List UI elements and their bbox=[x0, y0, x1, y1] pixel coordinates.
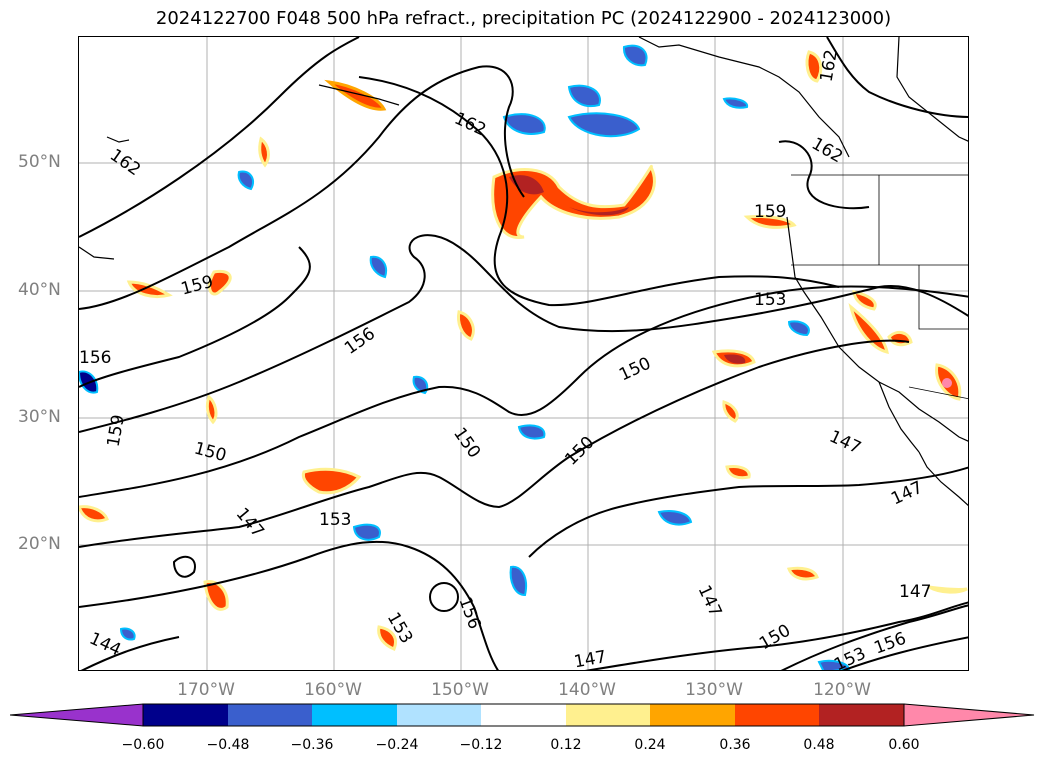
contour-label: 150 bbox=[192, 438, 229, 466]
lon-label-140w: 140°W bbox=[558, 680, 616, 700]
colorbar-tick-label: −0.12 bbox=[459, 737, 503, 753]
colorbar-segment bbox=[735, 704, 819, 726]
contour-label: 156 bbox=[79, 348, 111, 368]
contour-label: 150 bbox=[616, 354, 654, 386]
precip-cell bbox=[928, 585, 968, 594]
colorbar-tick-label: 0.36 bbox=[719, 737, 751, 753]
colorbar-tick-label: −0.60 bbox=[121, 737, 165, 753]
precip-cell bbox=[725, 465, 751, 480]
precip-neg-cell bbox=[352, 523, 381, 541]
contour-label: 159 bbox=[104, 413, 129, 448]
precip-cell bbox=[722, 400, 739, 423]
colorbar-tick-label: 0.48 bbox=[803, 737, 835, 753]
precip-cell bbox=[205, 394, 218, 425]
map-title: 2024122700 F048 500 hPa refract., precip… bbox=[155, 8, 892, 29]
map-canvas: 162 162 162 162 159 159 159 156 156 156 … bbox=[79, 37, 968, 671]
contour-label: 150 bbox=[449, 424, 484, 462]
colorbar-segment bbox=[228, 704, 312, 726]
colorbar-tick-label: 0.60 bbox=[888, 737, 920, 753]
colorbar-segment bbox=[650, 704, 735, 726]
precip-negative-shading bbox=[79, 44, 851, 670]
precip-cell bbox=[848, 302, 889, 354]
precip-neg-cell bbox=[369, 255, 387, 279]
colorbar-tick-label: 0.12 bbox=[550, 737, 582, 753]
contour-label: 159 bbox=[179, 272, 216, 300]
contour-label: 153 bbox=[754, 290, 786, 310]
contour-label: 147 bbox=[899, 582, 931, 602]
precip-cell bbox=[208, 269, 232, 296]
colorbar-segment bbox=[566, 704, 650, 726]
precip-neg-cell bbox=[567, 112, 641, 138]
precip-neg-cell bbox=[567, 84, 601, 107]
lat-label-30n: 30°N bbox=[18, 407, 61, 427]
contour-label: 147 bbox=[826, 427, 864, 459]
contour-label: 162 bbox=[106, 145, 144, 180]
contour-label: 162 bbox=[817, 48, 842, 83]
precip-cell bbox=[457, 310, 475, 341]
contour-label: 153 bbox=[319, 510, 351, 530]
precip-cell bbox=[258, 136, 270, 168]
precip-neg-cell bbox=[237, 170, 255, 191]
precip-cell bbox=[126, 280, 173, 298]
colorbar-tick-label: −0.48 bbox=[206, 737, 250, 753]
precip-neg-cell bbox=[502, 113, 546, 135]
precip-cell bbox=[324, 79, 387, 111]
refractivity-contours bbox=[79, 37, 968, 670]
colorbar-extend-high bbox=[903, 703, 1035, 727]
colorbar-extend-low bbox=[10, 703, 144, 727]
colorbar-tick-label: −0.36 bbox=[290, 737, 334, 753]
precip-neg-cell bbox=[722, 97, 749, 109]
precip-neg-cell bbox=[119, 627, 136, 641]
contour-label: 150 bbox=[561, 433, 598, 470]
lon-label-170w: 170°W bbox=[177, 680, 235, 700]
colorbar-segment bbox=[819, 704, 904, 726]
precip-neg-cell bbox=[787, 320, 810, 337]
contour-label: 147 bbox=[572, 647, 607, 671]
colorbar-tick-label: −0.24 bbox=[375, 737, 419, 753]
contour-label: 153 bbox=[831, 644, 869, 671]
precip-cell bbox=[743, 215, 797, 229]
precip-cell bbox=[805, 50, 823, 83]
lon-label-150w: 150°W bbox=[431, 680, 489, 700]
map-panel[interactable]: 162 162 162 162 159 159 159 156 156 156 … bbox=[78, 36, 969, 671]
contour-label: 159 bbox=[754, 202, 786, 222]
precip-neg-cell bbox=[412, 375, 429, 395]
contour-label: 147 bbox=[694, 582, 726, 620]
precip-neg-cell bbox=[517, 424, 546, 440]
precip-cell bbox=[887, 330, 913, 347]
colorbar-segment bbox=[312, 704, 397, 726]
colorbar-tick-label: 0.24 bbox=[634, 737, 666, 753]
precip-core bbox=[724, 354, 746, 364]
contour-label: 156 bbox=[341, 324, 379, 359]
contour-label: 150 bbox=[756, 621, 794, 655]
contour-label: 156 bbox=[454, 594, 484, 631]
precip-core bbox=[509, 175, 629, 216]
colorbar-segment bbox=[481, 704, 566, 726]
contour-label: 147 bbox=[232, 504, 268, 542]
state-boundaries bbox=[791, 174, 968, 400]
precip-cell bbox=[786, 566, 819, 581]
colorbar-segment bbox=[397, 704, 481, 726]
precip-positive-shading bbox=[79, 50, 968, 651]
lon-label-160w: 160°W bbox=[304, 680, 362, 700]
coastlines bbox=[79, 37, 968, 506]
precip-neg-cell bbox=[509, 565, 527, 597]
precip-neg-cell bbox=[657, 510, 693, 526]
colorbar bbox=[10, 703, 1035, 727]
precip-cell bbox=[301, 467, 362, 495]
precip-core bbox=[942, 378, 952, 388]
precip-cell bbox=[79, 505, 109, 523]
lon-label-130w: 130°W bbox=[685, 680, 743, 700]
precip-neg-cell bbox=[622, 44, 648, 67]
precip-cell bbox=[852, 290, 877, 311]
colorbar-segment bbox=[143, 704, 228, 726]
lon-label-120w: 120°W bbox=[813, 680, 871, 700]
lat-label-20n: 20°N bbox=[18, 534, 61, 554]
lat-label-40n: 40°N bbox=[18, 280, 61, 300]
lat-label-50n: 50°N bbox=[18, 152, 61, 172]
precip-cell bbox=[377, 625, 397, 651]
